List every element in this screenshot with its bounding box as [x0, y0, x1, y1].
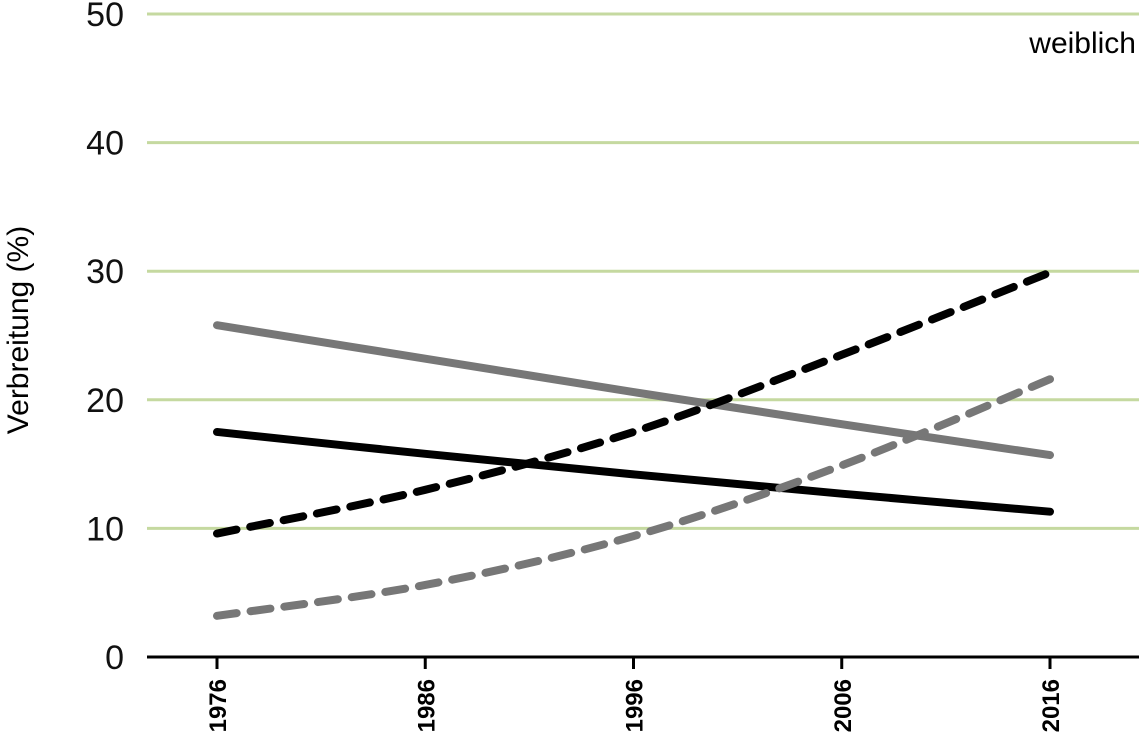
series-line-3: [213, 268, 1054, 538]
x-tick-label-1976: 1976: [205, 679, 232, 732]
gridlines: [147, 12, 1139, 530]
series-lines: [213, 268, 1054, 620]
y-axis-label: Verbreitung (%): [2, 226, 35, 434]
x-tick-label-2006: 2006: [830, 679, 857, 732]
x-tick-label-1986: 1986: [413, 679, 440, 732]
chart-annotation: weiblich: [1028, 27, 1136, 60]
y-tick-label-50: 50: [86, 0, 124, 34]
series-line-2: [213, 427, 1054, 516]
y-tick-label-10: 10: [86, 510, 124, 548]
y-tick-label-40: 40: [86, 125, 124, 163]
y-tick-label-20: 20: [86, 382, 124, 420]
x-tick-label-1996: 1996: [622, 679, 649, 732]
x-tick-label-2016: 2016: [1038, 679, 1065, 732]
y-axis-ticks: 0 10 20 30 40 50: [86, 0, 124, 677]
y-tick-label-30: 30: [86, 253, 124, 291]
x-axis-ticks: 1976 1986 1996 2006 2016: [205, 657, 1065, 732]
series-line-4: [213, 375, 1054, 620]
y-tick-label-0: 0: [105, 639, 124, 677]
